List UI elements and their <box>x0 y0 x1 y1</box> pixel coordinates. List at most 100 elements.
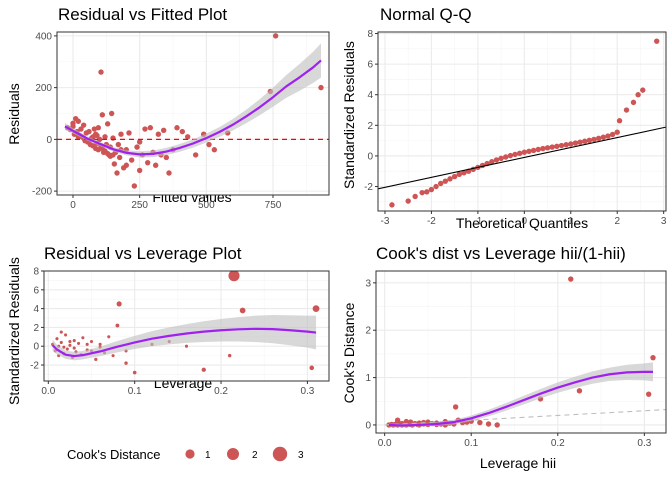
data-point <box>452 404 459 410</box>
data-point <box>424 189 430 195</box>
data-point <box>526 148 532 155</box>
data-point <box>55 337 59 341</box>
data-point <box>600 134 606 140</box>
data-point <box>493 157 500 163</box>
data-point <box>201 367 206 372</box>
y-axis-title-cooks-leverage: Cook's Distance <box>341 302 357 403</box>
data-point <box>451 173 458 180</box>
y-tick-label: 4 <box>33 304 39 315</box>
data-point <box>85 342 89 346</box>
y-tick-label: 0 <box>367 151 373 162</box>
data-point <box>111 161 118 167</box>
leverage-reference-line <box>384 409 666 426</box>
data-point <box>535 146 541 153</box>
data-point <box>102 134 108 140</box>
data-point <box>128 157 135 163</box>
data-point <box>81 336 85 340</box>
x-tick-label: 2 <box>614 216 620 227</box>
x-tick-label: 0.0 <box>41 386 55 397</box>
data-point <box>554 143 560 149</box>
data-point <box>433 183 439 190</box>
data-point <box>507 152 514 159</box>
series-layer <box>51 271 320 375</box>
data-point <box>512 151 518 158</box>
plot-area-normal-qq: -3 -2 -1 0 1 2 3 -2 0 2 4 6 8 <box>364 29 667 227</box>
plot-area-resid-leverage: 0.0 0.1 0.2 0.3 -2 0 2 4 6 8 <box>30 267 330 397</box>
panel-title-resid-fitted: Residual vs Fitted Plot <box>58 5 227 24</box>
data-point <box>540 145 546 152</box>
legend-key-3 <box>272 446 288 462</box>
data-point <box>654 38 660 44</box>
y-tick-label: 2 <box>33 323 39 334</box>
legend-entry-1: 1 <box>185 449 211 461</box>
data-point <box>115 323 120 328</box>
y-tick-label: 1 <box>365 373 371 384</box>
data-point <box>489 159 495 165</box>
data-point <box>614 129 620 135</box>
y-tick-label: 6 <box>367 60 373 71</box>
legend-entry-3: 3 <box>272 446 304 462</box>
data-point <box>309 365 315 371</box>
y-axis-title-normal-qq: Standardized Residuals <box>341 41 357 189</box>
data-point <box>72 346 76 350</box>
legend-entry-2: 2 <box>227 448 258 461</box>
data-point <box>586 137 593 144</box>
series-layer <box>378 38 666 208</box>
data-point <box>582 138 588 144</box>
data-point <box>616 118 623 124</box>
data-point <box>184 134 191 140</box>
data-point <box>558 142 565 149</box>
panel-resid-leverage: Residual vs Leverage Plot Leverage Stand… <box>6 244 330 405</box>
data-point <box>318 84 324 91</box>
data-point <box>96 136 103 143</box>
data-point <box>108 110 115 117</box>
data-point <box>206 141 212 148</box>
series-layer <box>384 276 666 428</box>
data-point <box>595 135 602 142</box>
data-point <box>104 121 111 127</box>
data-point <box>438 180 444 187</box>
panel-frame <box>56 31 330 196</box>
data-point <box>516 150 523 157</box>
data-point <box>591 136 597 143</box>
data-point <box>485 421 492 427</box>
panel-frame <box>375 270 667 434</box>
y-tick-label: 0 <box>33 342 39 353</box>
data-point <box>124 361 128 365</box>
data-point <box>142 126 148 132</box>
data-point <box>412 193 418 200</box>
data-point <box>98 69 104 75</box>
legend-key-2 <box>227 448 239 460</box>
data-point <box>572 140 579 146</box>
data-point <box>630 99 637 106</box>
panel-frame <box>43 270 330 382</box>
y-tick-label: 8 <box>367 29 373 40</box>
data-point <box>312 305 320 312</box>
data-point <box>92 131 99 137</box>
data-point <box>403 418 409 425</box>
data-point <box>394 417 401 423</box>
legend-label-2: 2 <box>252 450 258 461</box>
y-axis-title-resid-leverage: Standardized Residuals <box>6 257 22 405</box>
y-axis-title-resid-fitted: Residuals <box>6 83 22 144</box>
data-point <box>609 131 616 138</box>
plot-area-resid-fitted: 0 250 500 750 -200 0 200 400 <box>32 31 330 211</box>
x-tick-label: 0.0 <box>378 438 392 449</box>
legend: Cook's Distance 1 2 3 <box>67 446 304 462</box>
data-point <box>136 139 143 145</box>
y-tick-label: 6 <box>33 285 39 296</box>
smooth-line <box>64 59 322 156</box>
data-point <box>160 127 167 134</box>
data-point <box>456 171 462 177</box>
data-point <box>72 339 76 343</box>
data-point <box>64 333 68 337</box>
data-point <box>419 189 425 196</box>
smooth-line <box>51 327 317 358</box>
data-point <box>623 107 630 113</box>
panel-cooks-leverage: Cook's dist vs Leverage hii/(1-hii) Leve… <box>341 244 667 471</box>
data-point <box>521 149 528 155</box>
x-tick-label: 0.1 <box>128 386 142 397</box>
data-point <box>65 347 69 351</box>
data-point <box>144 159 151 166</box>
